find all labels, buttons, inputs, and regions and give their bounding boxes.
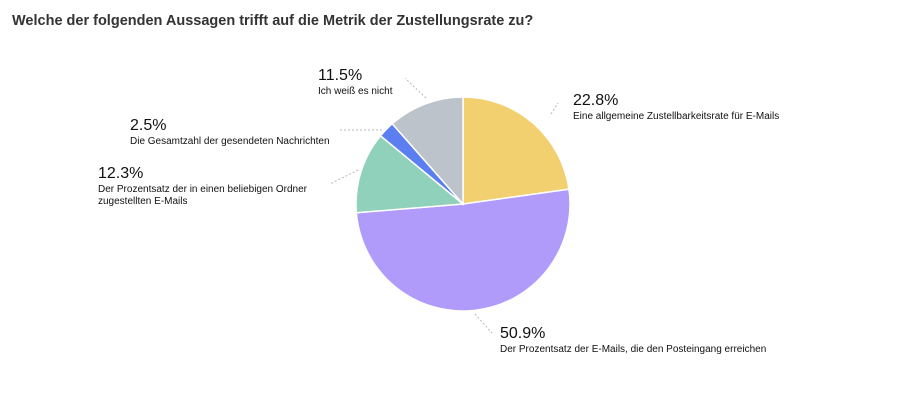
pie-slice-1 xyxy=(462,96,570,205)
leader-line-5 xyxy=(404,77,427,99)
leader-line-1 xyxy=(550,102,559,115)
slice-category-label-4-line-1: Die Gesamtzahl der gesendeten Nachrichte… xyxy=(130,136,330,147)
slice-percent-label-4: 2.5% xyxy=(130,117,166,134)
pie-slice-2 xyxy=(355,188,571,312)
slice-labels: 22.8% Eine allgemeine Zustellbarkeitsrate… xyxy=(98,67,779,355)
slice-percent-label-5: 11.5% xyxy=(318,67,362,84)
slice-category-label-5-line-1: Ich weiß es nicht xyxy=(318,86,393,97)
leader-line-3 xyxy=(329,169,359,185)
pie-slice-3 xyxy=(355,134,465,214)
slice-percent-label-2: 50.9% xyxy=(500,325,545,342)
slice-category-label-3-line-2: zugestellten E-Mails xyxy=(98,196,187,207)
slice-category-label-3-line-1: Der Prozentsatz der in einen beliebigen … xyxy=(98,184,308,195)
slice-category-label-1-line-1: Eine allgemeine Zustellbarkeitsrate für … xyxy=(573,111,779,122)
chart-title: Welche der folgenden Aussagen trifft auf… xyxy=(12,13,534,29)
leader-lines xyxy=(329,77,559,334)
slice-category-label-2-line-1: Der Prozentsatz der E-Mails, die den Pos… xyxy=(500,344,766,355)
slice-percent-label-3: 12.3% xyxy=(98,165,143,182)
leader-line-2 xyxy=(474,313,493,334)
pie-slice-5 xyxy=(391,96,464,206)
pie-slices xyxy=(355,96,571,312)
slice-percent-label-1: 22.8% xyxy=(573,92,618,109)
